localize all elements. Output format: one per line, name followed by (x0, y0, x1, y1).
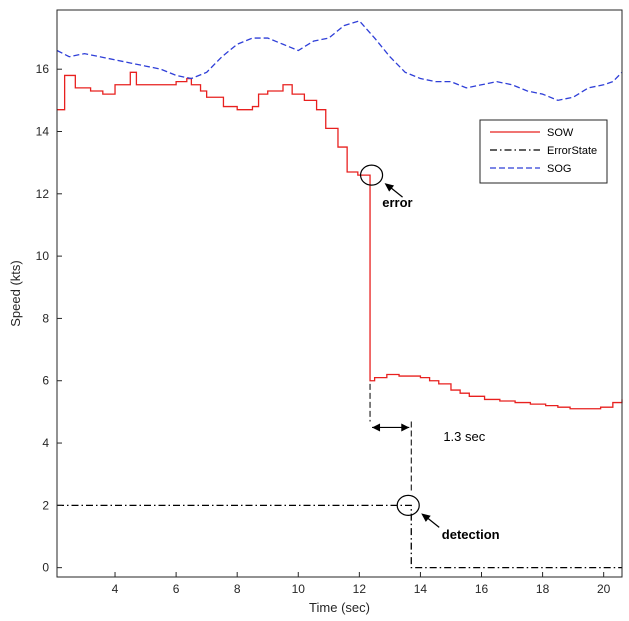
y-tick-label: 10 (36, 249, 50, 263)
error-marker-circle (359, 164, 384, 186)
legend: SOW ErrorState SOG (479, 119, 608, 184)
x-tick-label: 12 (353, 582, 367, 596)
x-axis: 4 6 8 10 12 14 16 18 20 (112, 572, 611, 596)
y-tick-label: 14 (36, 125, 50, 139)
x-tick-label: 16 (475, 582, 489, 596)
annotation-1-3-sec: 1.3 sec (443, 429, 485, 444)
y-tick-label: 16 (36, 62, 50, 76)
y-tick-label: 0 (42, 561, 49, 575)
x-tick-label: 18 (536, 582, 550, 596)
legend-label-errorstate: ErrorState (547, 145, 597, 157)
y-tick-label: 12 (36, 187, 50, 201)
error-pointer-head (384, 183, 395, 192)
y-tick-label: 6 (42, 374, 49, 388)
plot-lines (56, 20, 623, 569)
series-line-sow (57, 71, 623, 410)
series-line-sog (56, 20, 623, 102)
interval-arrowhead-right (401, 423, 410, 432)
y-axis: 0 2 4 6 8 10 12 14 16 (36, 62, 62, 575)
x-tick-label: 6 (173, 582, 180, 596)
annotation-detection: detection (442, 527, 500, 542)
interval-arrowhead-left (372, 423, 381, 432)
x-tick-label: 8 (234, 582, 241, 596)
y-axis-title: Speed (kts) (8, 260, 23, 326)
legend-label-sow: SOW (547, 127, 574, 139)
x-tick-label: 10 (292, 582, 306, 596)
y-tick-label: 4 (42, 436, 49, 450)
y-tick-label: 8 (42, 311, 49, 325)
legend-label-sog: SOG (547, 163, 571, 175)
series-line-errorstate (57, 504, 622, 569)
plot-frame (56, 9, 623, 578)
detection-pointer-head (421, 513, 431, 522)
overlays: error detection 1.3 sec (359, 164, 500, 542)
y-tick-label: 2 (42, 498, 49, 512)
x-tick-label: 14 (414, 582, 428, 596)
x-axis-title: Time (sec) (309, 600, 370, 615)
legend-box (479, 119, 608, 184)
detection-marker-circle (396, 494, 420, 516)
x-tick-label: 4 (112, 582, 119, 596)
x-tick-label: 20 (597, 582, 611, 596)
annotation-error: error (382, 195, 412, 210)
